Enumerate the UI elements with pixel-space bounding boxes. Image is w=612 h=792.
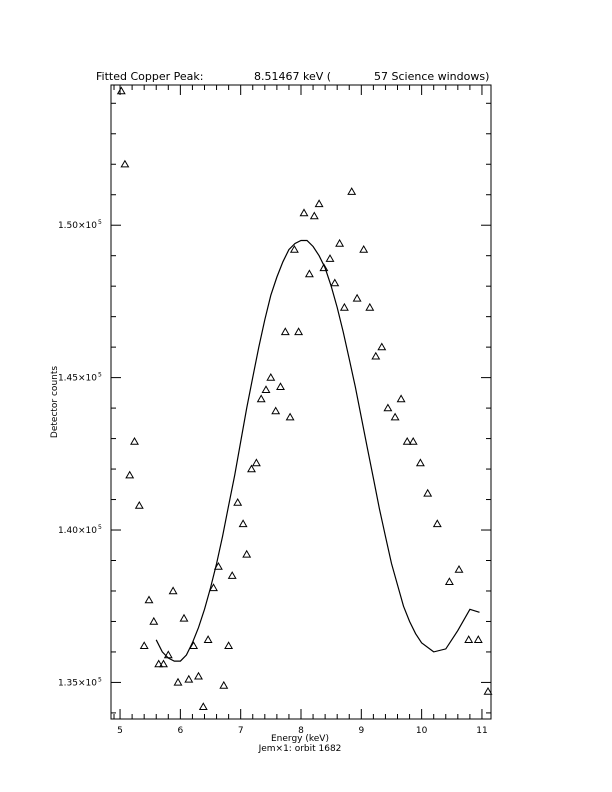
x-tick-label: 5 [117, 726, 123, 736]
data-point [233, 497, 243, 506]
data-point [319, 263, 329, 272]
data-point [179, 613, 189, 622]
plot-area-frame [110, 84, 492, 720]
x-tick-label: 9 [358, 726, 364, 736]
data-point [194, 671, 203, 680]
data-point [213, 561, 223, 570]
data-point [256, 394, 266, 403]
data-point [116, 86, 126, 95]
data-point [402, 436, 412, 445]
data-point [247, 464, 256, 473]
data-point [335, 238, 345, 247]
data-point [377, 342, 387, 351]
data-point [444, 577, 454, 585]
y-tick-label-exponent: 5 [98, 676, 102, 683]
data-point [325, 254, 335, 262]
y-tick-label: 1.45×10 [58, 374, 97, 384]
data-point [154, 659, 164, 668]
data-point [285, 412, 295, 421]
data-point [134, 500, 144, 509]
data-point [209, 583, 218, 592]
data-point [483, 686, 493, 695]
x-tick-label: 8 [298, 726, 304, 736]
y-axis-tick-labels: 1.35×10 51.40×10 51.45×10 51.50×10 5 [58, 219, 102, 688]
data-point [242, 549, 252, 558]
data-point [163, 650, 173, 659]
chart-title-label: Fitted Copper Peak: [96, 70, 203, 83]
data-point [149, 616, 159, 625]
chart-title-windows: 57 Science windows) [374, 70, 489, 83]
data-point [347, 187, 357, 195]
data-point [144, 595, 154, 604]
data-point [261, 385, 271, 393]
data-point [314, 199, 324, 208]
data-point [359, 244, 369, 253]
data-point [276, 382, 285, 390]
data-point [371, 351, 381, 360]
data-point [408, 436, 418, 445]
y-tick-label-exponent: 5 [98, 219, 102, 226]
data-point [304, 269, 314, 278]
data-point [224, 641, 234, 649]
data-point [130, 436, 139, 445]
data-point [189, 641, 199, 649]
x-axis-title: Energy (keV) [271, 734, 329, 744]
chart-footer-label: Jem×1: orbit 1682 [258, 744, 342, 754]
x-tick-label: 6 [177, 726, 183, 736]
data-point [120, 159, 130, 168]
y-tick-label-exponent: 5 [98, 372, 102, 379]
data-point [432, 519, 442, 528]
x-tick-label: 10 [416, 726, 428, 736]
data-point [330, 278, 340, 287]
data-point [294, 327, 304, 336]
data-point [125, 470, 135, 479]
data-point [415, 458, 425, 467]
data-point [203, 635, 213, 643]
x-tick-label: 11 [476, 726, 487, 736]
data-point [198, 702, 208, 710]
data-point [339, 302, 349, 311]
data-point [365, 302, 375, 311]
y-tick-label: 1.35×10 [58, 678, 97, 688]
data-point [390, 412, 400, 421]
data-point [159, 659, 168, 668]
data-point [464, 635, 474, 643]
data-point [352, 293, 362, 302]
fit-curve-line [155, 239, 480, 662]
y-tick-label-exponent: 5 [98, 524, 102, 531]
data-point [238, 519, 248, 528]
data-point [173, 677, 183, 686]
y-axis-title: Detector counts [50, 366, 60, 438]
data-point [289, 244, 299, 253]
data-point [299, 208, 309, 217]
y-tick-label: 1.40×10 [58, 526, 97, 536]
data-points [116, 86, 493, 710]
data-point [184, 674, 194, 683]
data-point [309, 211, 319, 220]
data-point [454, 564, 464, 573]
data-point [168, 586, 178, 595]
data-point [280, 327, 290, 336]
y-tick-label: 1.50×10 [58, 221, 97, 231]
data-point [423, 488, 433, 497]
x-axis-ticks [113, 85, 483, 719]
y-axis-ticks [111, 102, 491, 714]
x-tick-label: 7 [238, 726, 244, 736]
data-point [139, 641, 149, 649]
data-point [251, 458, 261, 467]
data-point [383, 403, 393, 412]
data-point [396, 394, 406, 403]
data-point [219, 680, 229, 689]
data-point [266, 372, 276, 381]
x-axis-tick-labels: 5 6 7 8 9 10 11 [117, 726, 487, 736]
data-point [473, 635, 483, 643]
chart-title-peak-energy: 8.51467 keV ( [254, 70, 331, 83]
data-point [227, 571, 237, 579]
data-point [271, 406, 281, 415]
